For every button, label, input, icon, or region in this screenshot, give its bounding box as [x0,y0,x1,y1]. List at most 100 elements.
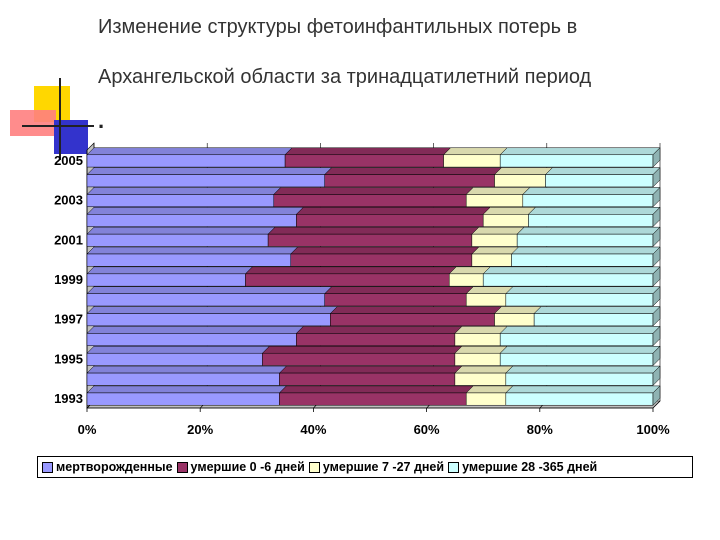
bar-segment [505,392,654,406]
bar-top-face [505,385,661,394]
legend-label: умершие 0 -6 дней [190,460,305,474]
bar-top-face [86,246,299,255]
bar-side-face [652,266,661,287]
bar-top-face [86,306,338,314]
bar-segment [86,214,297,227]
bar-side-face [652,147,661,168]
bar-side-face [652,325,661,347]
bar-side-face [652,206,661,228]
bar-segment [86,352,263,366]
bar-side-face [652,286,661,307]
legend-item: умершие 0 -6 дней [176,460,305,474]
bar-segment [465,392,507,406]
bar-top-face [527,207,661,215]
bar-segment [471,253,512,267]
bar-top-face [454,365,514,374]
bar-segment [482,214,529,227]
x-tick-label: 0% [78,422,97,437]
slide-title: Изменение структуры фетоинфантильных пот… [98,6,708,98]
bar-segment [494,174,546,188]
bar-side-face [652,305,661,327]
bar-top-face [505,286,661,294]
bar-top-face [471,226,525,235]
bar-segment [86,154,286,168]
bar-segment [471,233,518,247]
bar-segment [86,313,331,327]
bar-segment [465,194,524,208]
bar-top-face [482,266,661,275]
bar-top-face [533,306,661,314]
bar-segment [296,214,484,227]
bar-top-face [86,365,288,374]
bar-top-face [278,385,474,394]
bar-segment [482,273,654,287]
bar-segment [505,293,654,307]
bar-side-face [652,345,661,367]
bar-segment [86,372,280,386]
bar-segment [454,333,501,346]
bar-top-face [295,207,491,215]
bar-top-face [86,226,276,235]
bar-segment [499,154,654,168]
bar-top-face [465,286,514,294]
bar-top-face [499,326,661,334]
bar-segment [86,253,292,267]
bar-segment [528,214,654,227]
bar-top-face [278,365,463,374]
y-tick-label: 1999 [54,272,83,287]
bar-segment [290,253,473,267]
bar-top-face [86,147,293,156]
legend-item: умершие 28 -365 дней [448,460,597,474]
bar-top-face [86,345,271,354]
y-tick-label: 1993 [54,391,83,406]
bar-top-face [273,187,474,195]
bar-top-face [290,246,480,255]
bar-side-face [652,385,661,406]
bar-top-face [510,246,661,255]
x-tick-label: 100% [636,422,670,437]
legend-label: умершие 7 -27 дней [322,460,445,474]
bar-segment [330,313,495,327]
bar-top-face [284,147,452,156]
bar-segment [86,233,269,247]
bar-top-face [295,326,463,334]
bar-segment [324,293,467,307]
bar-segment [245,273,450,287]
slide-title-line-2: Архангельской области за тринадцатилетни… [98,66,592,88]
bar-top-face [324,286,474,294]
slide-bullet: . [98,108,105,133]
legend-label: умершие 28 -365 дней [462,460,598,474]
bar-segment [262,352,456,366]
bar-segment [533,313,654,327]
bar-segment [511,253,654,267]
bar-top-face [505,365,661,374]
bar-top-face [516,226,661,235]
bar-side-face [652,246,661,267]
x-tick-label: 60% [414,422,440,437]
bar-segment [296,333,456,346]
bar-segment [454,372,507,386]
bar-top-face [86,207,305,215]
bar-top-face [267,226,480,235]
legend-item: мертворожденные [42,460,173,474]
bar-segment [494,313,535,327]
bar-top-face [86,326,305,334]
y-tick-label: 2005 [54,153,83,168]
bar-top-face [454,326,508,334]
chart-legend: мертворожденные умершие 0 -6 дней умершие … [37,456,693,478]
bar-segment [545,174,654,188]
bar-top-face [493,306,542,314]
bar-segment [443,154,501,168]
y-tick-label: 1997 [54,312,83,327]
slide-title-line-1: Изменение структуры фетоинфантильных пот… [98,16,578,38]
bar-segment [86,392,280,406]
bar-side-face [652,186,661,208]
bar-side-face [652,365,661,386]
bar-segment [86,293,325,307]
bar-segment [273,194,467,208]
bar-top-face [465,385,514,394]
legend-swatch [308,461,320,473]
decorative-squares-icon [10,78,94,160]
bar-segment [86,273,246,287]
y-tick-label: 2003 [54,193,83,208]
